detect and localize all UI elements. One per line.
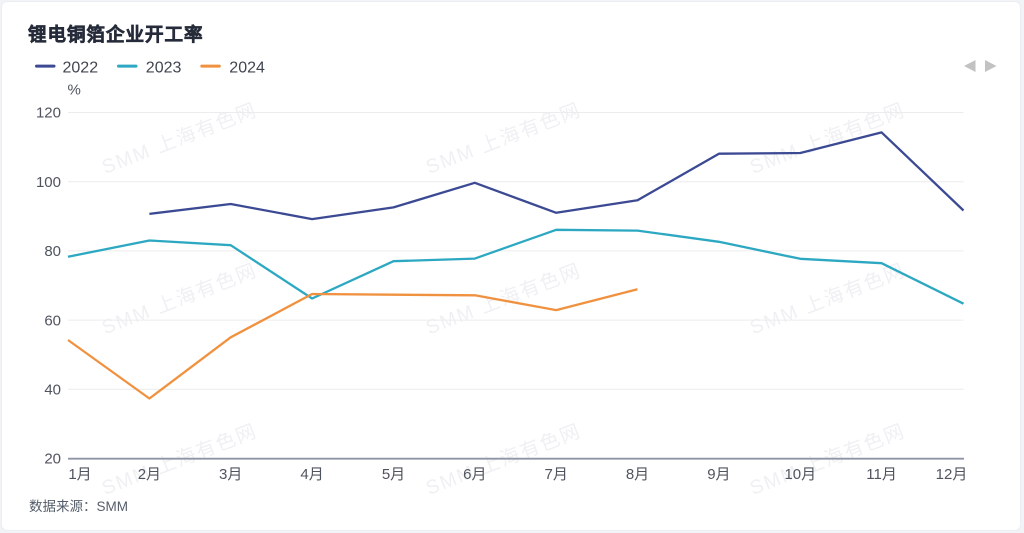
svg-text:SMM 上海有色网: SMM 上海有色网 <box>99 260 261 340</box>
svg-text:2023: 2023 <box>146 60 182 77</box>
svg-text:3月: 3月 <box>219 466 242 483</box>
svg-text:4月: 4月 <box>300 466 323 483</box>
svg-text:%: % <box>68 82 81 99</box>
svg-text:100: 100 <box>36 174 61 191</box>
svg-text:6月: 6月 <box>463 466 486 483</box>
svg-text:1月: 1月 <box>68 466 91 483</box>
svg-text:80: 80 <box>44 243 61 260</box>
svg-text:SMM 上海有色网: SMM 上海有色网 <box>99 99 261 179</box>
svg-text:9月: 9月 <box>707 466 730 483</box>
svg-text:5月: 5月 <box>382 466 405 483</box>
svg-text:40: 40 <box>44 382 61 399</box>
svg-text:数据来源：SMM: 数据来源：SMM <box>29 499 128 514</box>
svg-text:2月: 2月 <box>138 466 161 483</box>
svg-text:7月: 7月 <box>545 466 568 483</box>
svg-text:SMM 上海有色网: SMM 上海有色网 <box>747 420 909 500</box>
svg-text:SMM 上海有色网: SMM 上海有色网 <box>423 420 585 500</box>
svg-text:SMM 上海有色网: SMM 上海有色网 <box>423 99 585 179</box>
svg-text:2022: 2022 <box>63 60 99 77</box>
svg-text:120: 120 <box>36 105 61 122</box>
svg-text:10月: 10月 <box>784 466 816 483</box>
svg-text:11月: 11月 <box>866 466 897 483</box>
svg-text:锂电铜箔企业开工率: 锂电铜箔企业开工率 <box>28 24 204 45</box>
svg-text:SMM 上海有色网: SMM 上海有色网 <box>747 99 909 179</box>
svg-text:12月: 12月 <box>936 466 968 483</box>
svg-text:8月: 8月 <box>626 466 649 483</box>
svg-text:SMM 上海有色网: SMM 上海有色网 <box>99 420 261 500</box>
svg-text:2024: 2024 <box>229 60 265 77</box>
svg-text:60: 60 <box>44 312 61 329</box>
svg-text:20: 20 <box>44 451 61 468</box>
svg-text:SMM 上海有色网: SMM 上海有色网 <box>747 260 909 340</box>
